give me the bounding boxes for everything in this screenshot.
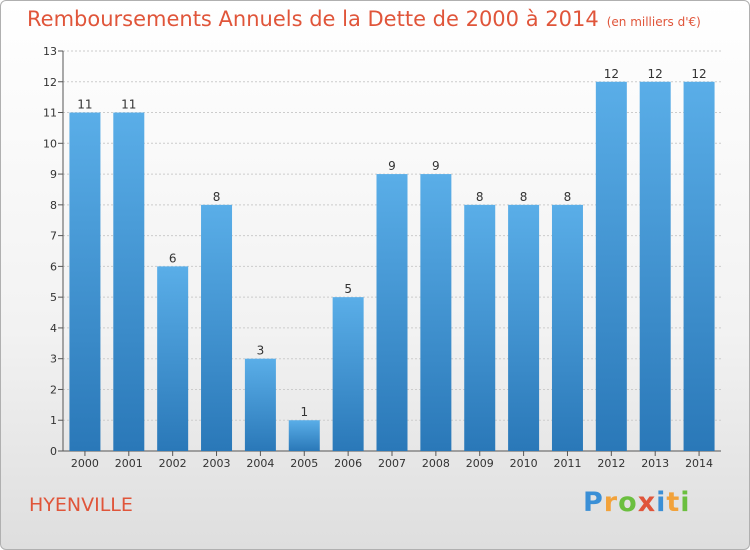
y-tick-label: 6 (50, 260, 57, 273)
y-tick-label: 13 (43, 45, 57, 58)
data-label: 3 (257, 344, 265, 358)
logo-letter: P (583, 487, 604, 518)
bar (201, 204, 233, 451)
data-label: 8 (564, 190, 572, 204)
y-tick-label: 8 (50, 199, 57, 212)
bar (69, 112, 101, 452)
x-tick-label: 2014 (685, 457, 713, 470)
logo-letter: t (666, 487, 681, 518)
y-tick-label: 3 (50, 353, 57, 366)
logo-letter: o (618, 487, 638, 518)
bar (464, 204, 496, 451)
y-tick-label: 0 (50, 445, 57, 458)
x-tick-label: 2001 (115, 457, 143, 470)
logo-letter: r (603, 487, 619, 518)
city-name: HYENVILLE (29, 494, 133, 516)
data-label: 1 (300, 405, 308, 419)
data-label: 11 (77, 98, 92, 112)
y-tick-label: 4 (50, 322, 57, 335)
x-tick-label: 2011 (553, 457, 581, 470)
title-text: Remboursements Annuels de la Dette de 20… (27, 7, 599, 31)
x-tick-label: 2004 (246, 457, 274, 470)
bar (508, 204, 540, 451)
x-tick-label: 2010 (510, 457, 538, 470)
data-label: 8 (520, 190, 528, 204)
x-tick-label: 2003 (203, 457, 231, 470)
chart-title: Remboursements Annuels de la Dette de 20… (27, 7, 701, 31)
data-label: 6 (169, 251, 177, 265)
data-label: 8 (476, 190, 484, 204)
bar (376, 174, 408, 452)
x-tick-label: 2012 (597, 457, 625, 470)
bar (157, 266, 189, 451)
bar (244, 358, 276, 451)
y-tick-label: 11 (43, 107, 57, 120)
x-tick-label: 2008 (422, 457, 450, 470)
bar (420, 174, 452, 452)
data-label: 12 (691, 67, 706, 81)
bar (332, 297, 364, 451)
y-tick-label: 1 (50, 414, 57, 427)
proxiti-logo: Proxiti (583, 487, 691, 518)
labels: 2000 11 2001 11 2002 6 2003 8 2004 3 2005 1 2006 5 200… (71, 67, 713, 470)
x-tick-label: 2007 (378, 457, 406, 470)
y-tick-label: 9 (50, 168, 57, 181)
y-tick-label: 7 (50, 230, 57, 243)
bar (595, 81, 627, 452)
x-tick-label: 2002 (159, 457, 187, 470)
logo-letter: i (680, 487, 691, 518)
x-tick-label: 2009 (466, 457, 494, 470)
bar (551, 204, 583, 451)
logo-letter: i (656, 487, 667, 518)
x-tick-label: 2005 (290, 457, 318, 470)
x-tick-label: 2006 (334, 457, 362, 470)
bar (288, 420, 320, 451)
y-tick-label: 12 (43, 76, 57, 89)
data-label: 12 (648, 67, 663, 81)
data-label: 11 (121, 98, 136, 112)
y-tick-label: 10 (43, 137, 57, 150)
data-label: 8 (213, 190, 221, 204)
x-tick-label: 2000 (71, 457, 99, 470)
data-label: 9 (432, 159, 440, 173)
unit-label: (en milliers d'€) (606, 15, 701, 29)
data-label: 5 (344, 282, 352, 296)
data-label: 12 (604, 67, 619, 81)
bar (639, 81, 671, 452)
data-label: 9 (388, 159, 396, 173)
bar (683, 81, 715, 452)
x-tick-label: 2013 (641, 457, 669, 470)
y-tick-label: 2 (50, 383, 57, 396)
logo-letter: x (637, 487, 657, 518)
y-tick-label: 5 (50, 291, 57, 304)
bars (69, 81, 715, 452)
bar (113, 112, 145, 452)
